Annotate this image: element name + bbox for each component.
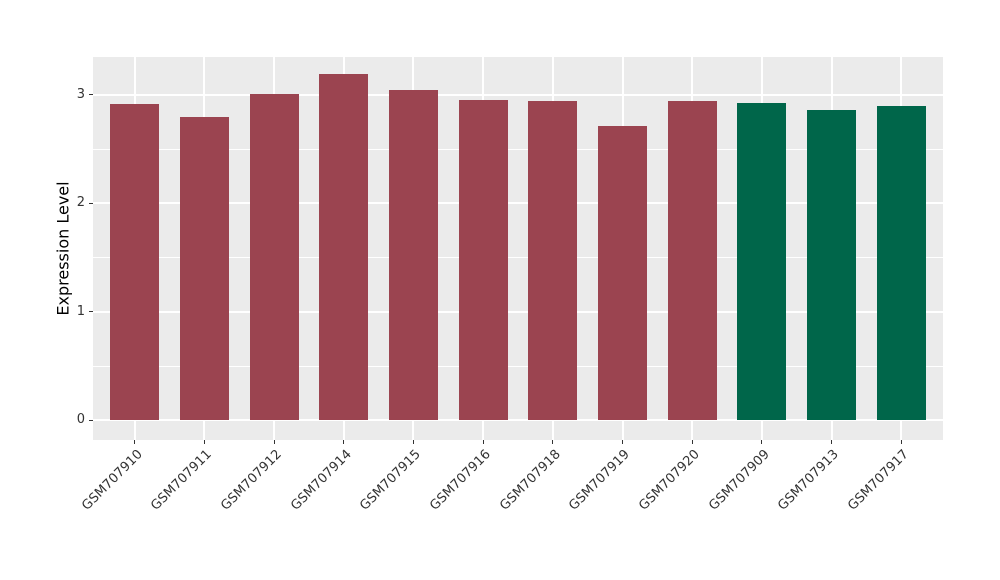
x-tick-mark <box>482 440 484 444</box>
x-tick-label-GSM707917: GSM707917 <box>845 447 912 514</box>
bar-GSM707911 <box>180 116 229 421</box>
bar-GSM707919 <box>598 126 647 421</box>
bar-GSM707917 <box>876 105 926 421</box>
bar-GSM707915 <box>389 89 438 421</box>
bar-GSM707914 <box>319 74 369 421</box>
panel-background <box>93 57 943 440</box>
x-tick-label-GSM707911: GSM707911 <box>148 447 216 514</box>
x-tick-mark <box>273 440 275 444</box>
x-tick-label-GSM707918: GSM707918 <box>496 447 564 514</box>
x-tick-mark <box>412 440 414 444</box>
x-tick-label-GSM707912: GSM707912 <box>218 447 285 514</box>
gridline-major-horizontal <box>93 93 943 96</box>
x-tick-label-GSM707915: GSM707915 <box>357 447 425 514</box>
gridline-major-horizontal <box>93 310 943 313</box>
x-tick-label-GSM707920: GSM707920 <box>636 447 703 514</box>
gridline-major-horizontal <box>93 419 943 422</box>
x-tick-label-GSM707909: GSM707909 <box>705 447 773 514</box>
y-tick-label: 3 <box>76 86 85 102</box>
x-tick-mark <box>134 440 136 444</box>
gridline-major-horizontal <box>93 202 943 205</box>
x-tick-mark <box>761 440 763 444</box>
x-tick-label-GSM707914: GSM707914 <box>287 447 355 514</box>
plot-panel <box>93 57 943 440</box>
y-tick-mark <box>89 419 93 421</box>
x-tick-label-GSM707910: GSM707910 <box>78 447 146 514</box>
y-tick-mark <box>89 202 93 204</box>
x-tick-mark <box>343 440 345 444</box>
bar-GSM707913 <box>807 110 856 421</box>
y-tick-label: 0 <box>76 412 85 428</box>
x-tick-label-GSM707913: GSM707913 <box>775 447 843 514</box>
x-tick-mark <box>622 440 623 444</box>
y-tick-mark <box>89 311 93 313</box>
bar-GSM707909 <box>737 102 787 421</box>
x-tick-mark <box>203 440 205 444</box>
x-tick-mark <box>900 440 902 444</box>
y-tick-label: 1 <box>76 303 85 319</box>
x-tick-mark <box>831 440 833 444</box>
bar-GSM707912 <box>249 93 299 421</box>
bar-GSM707920 <box>667 101 717 421</box>
y-tick-mark <box>89 94 93 96</box>
x-tick-label-GSM707919: GSM707919 <box>566 447 634 514</box>
x-tick-label-GSM707916: GSM707916 <box>427 447 494 514</box>
x-tick-mark <box>552 440 554 444</box>
gridline-minor-horizontal <box>93 365 943 367</box>
gridline-minor-horizontal <box>93 257 943 259</box>
x-tick-mark <box>691 440 693 444</box>
bar-GSM707910 <box>110 103 160 421</box>
y-tick-label: 2 <box>76 195 85 211</box>
gridline-minor-horizontal <box>93 148 943 150</box>
bar-GSM707916 <box>458 100 508 421</box>
bar-GSM707918 <box>528 101 578 421</box>
